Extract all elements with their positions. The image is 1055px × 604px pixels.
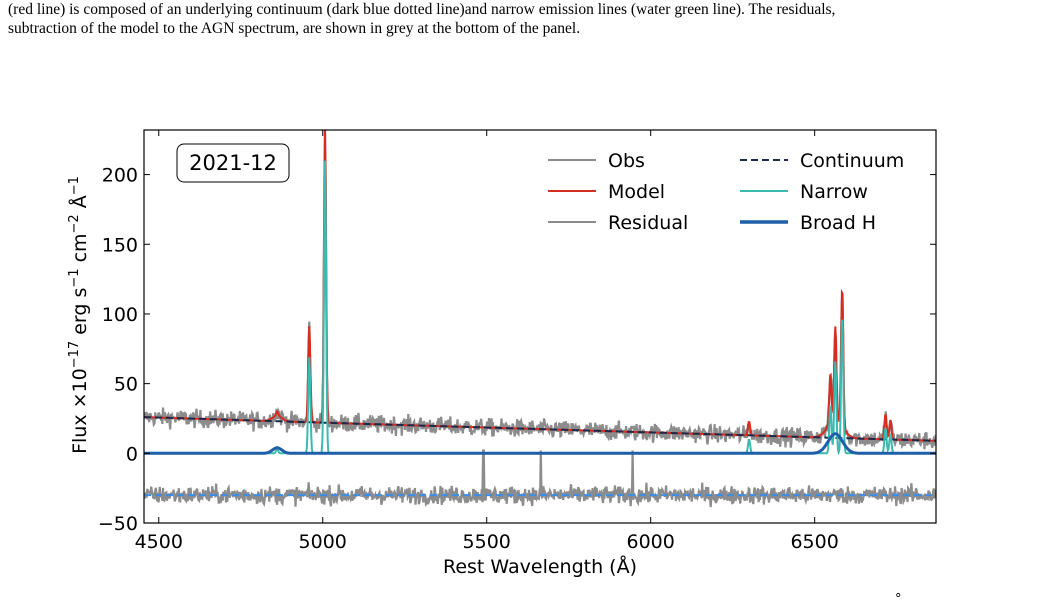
y-tick-label: −50 bbox=[98, 513, 138, 535]
y-axis-title: Flux ×10−17 erg s−1 cm−2 Å−1 bbox=[67, 176, 91, 454]
y-tick-label: 0 bbox=[126, 443, 138, 465]
y-tick-label: 100 bbox=[102, 304, 138, 326]
legend-label: Narrow bbox=[800, 181, 868, 203]
x-axis-title: Rest Wavelength (Å) bbox=[443, 555, 637, 578]
x-tick-label: 4500 bbox=[135, 531, 183, 553]
plot-frame bbox=[143, 129, 937, 524]
figure-caption: (red line) is composed of an underlying … bbox=[8, 0, 1048, 38]
narrow-series bbox=[144, 160, 936, 456]
continuum-series bbox=[144, 416, 936, 442]
broad-series bbox=[144, 432, 936, 455]
epoch-label: 2021-12 bbox=[189, 151, 277, 175]
y-tick-label: 200 bbox=[102, 165, 138, 187]
plot-area bbox=[144, 130, 936, 508]
legend-label: Continuum bbox=[800, 150, 904, 172]
caption-line-1: (red line) is composed of an underlying … bbox=[8, 1, 836, 18]
x-tick-label: 5500 bbox=[463, 531, 511, 553]
epoch-label-box: 2021-12 bbox=[176, 143, 290, 183]
legend-label: Obs bbox=[608, 150, 645, 172]
y-tick-label: 150 bbox=[102, 234, 138, 256]
residual-series bbox=[144, 449, 936, 508]
legend-label: Residual bbox=[608, 212, 688, 234]
legend: Obs Continuum Model Narrow Residual Broad H bbox=[548, 150, 904, 234]
axes: 4500 5000 5500 6000 6500 −50 0 50 100 150 200 bbox=[98, 129, 937, 553]
caption-line-2: subtraction of the model to the AGN spec… bbox=[8, 20, 581, 37]
y-tick-label: 50 bbox=[114, 374, 138, 396]
legend-label: Broad H bbox=[800, 212, 876, 234]
footer-mark: ° bbox=[895, 592, 902, 604]
x-tick-label: 6500 bbox=[790, 531, 838, 553]
legend-label: Model bbox=[608, 181, 665, 203]
x-tick-label: 6000 bbox=[627, 531, 675, 553]
x-tick-label: 5000 bbox=[299, 531, 347, 553]
